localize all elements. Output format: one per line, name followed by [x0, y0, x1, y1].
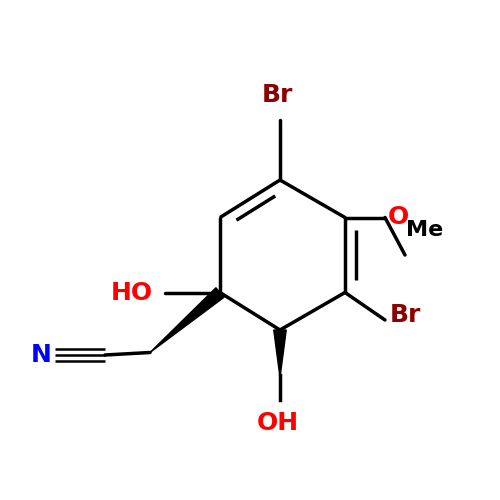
Text: Me: Me — [406, 220, 443, 240]
Text: O: O — [388, 206, 409, 230]
Text: N: N — [30, 343, 52, 367]
Text: HO: HO — [110, 280, 152, 304]
Text: Br: Br — [390, 303, 422, 327]
Text: OH: OH — [256, 410, 298, 434]
Polygon shape — [274, 330, 286, 378]
Text: Br: Br — [262, 83, 293, 107]
Polygon shape — [150, 288, 224, 352]
